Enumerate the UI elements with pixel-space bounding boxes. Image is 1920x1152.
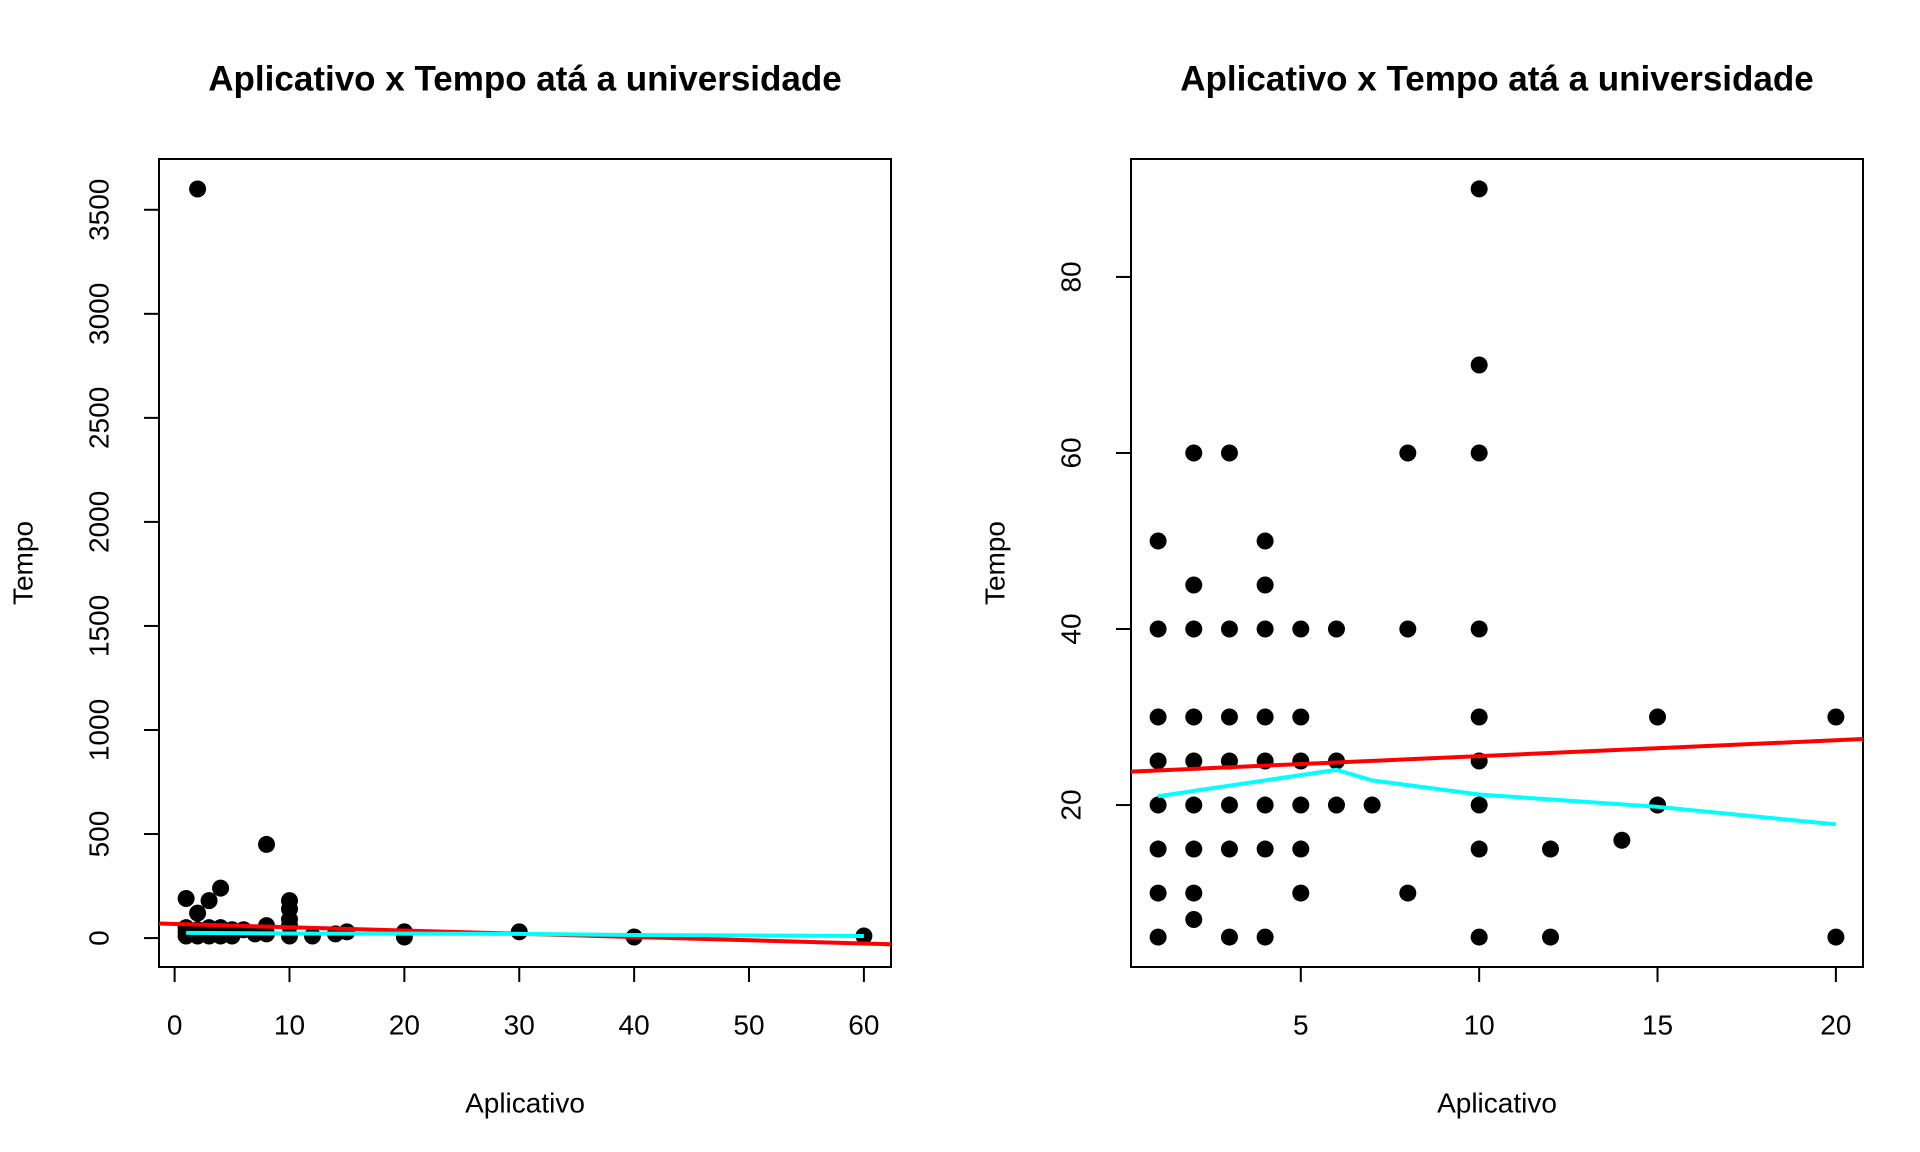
point bbox=[1220, 620, 1238, 638]
plot-box bbox=[1130, 158, 1864, 968]
y-tick-label: 1000 bbox=[83, 699, 114, 761]
point bbox=[258, 835, 276, 853]
point bbox=[1149, 532, 1167, 550]
point bbox=[1149, 708, 1167, 726]
point bbox=[1399, 884, 1417, 902]
x-tick-label: 0 bbox=[167, 1009, 183, 1040]
point bbox=[1470, 180, 1488, 198]
chart-title: Aplicativo x Tempo atá a universidade bbox=[208, 59, 841, 98]
y-tick-label: 80 bbox=[1055, 261, 1086, 292]
fit-line bbox=[1130, 737, 1864, 774]
point bbox=[1649, 708, 1667, 726]
y-tick-label: 2000 bbox=[83, 491, 114, 553]
point bbox=[1256, 840, 1274, 858]
y-tick-label: 3500 bbox=[83, 179, 114, 241]
point bbox=[1292, 620, 1310, 638]
point bbox=[1292, 796, 1310, 814]
y-tick-label: 60 bbox=[1055, 437, 1086, 468]
point bbox=[1220, 928, 1238, 946]
point bbox=[281, 927, 299, 945]
point bbox=[1149, 840, 1167, 858]
point bbox=[1256, 796, 1274, 814]
point bbox=[1256, 928, 1274, 946]
point bbox=[1292, 840, 1310, 858]
point bbox=[1470, 620, 1488, 638]
point bbox=[177, 890, 195, 908]
point bbox=[1185, 796, 1203, 814]
point bbox=[1827, 928, 1845, 946]
point bbox=[189, 904, 207, 922]
point bbox=[189, 180, 207, 198]
point bbox=[1470, 840, 1488, 858]
x-tick-label: 50 bbox=[733, 1009, 764, 1040]
point bbox=[1399, 620, 1417, 638]
point bbox=[1292, 708, 1310, 726]
point bbox=[1185, 884, 1203, 902]
point bbox=[1220, 444, 1238, 462]
point bbox=[1470, 356, 1488, 374]
y-tick-label: 40 bbox=[1055, 613, 1086, 644]
point bbox=[1185, 840, 1203, 858]
point bbox=[1220, 796, 1238, 814]
point bbox=[1149, 884, 1167, 902]
point bbox=[303, 927, 321, 945]
point bbox=[1613, 831, 1631, 849]
point bbox=[1185, 708, 1203, 726]
x-tick-label: 10 bbox=[274, 1009, 305, 1040]
fit-line bbox=[1157, 767, 1837, 827]
fit-line bbox=[186, 930, 864, 938]
point bbox=[1256, 620, 1274, 638]
x-tick-label: 60 bbox=[848, 1009, 879, 1040]
point bbox=[1256, 532, 1274, 550]
point bbox=[1220, 840, 1238, 858]
point bbox=[1185, 752, 1203, 770]
x-tick-label: 30 bbox=[504, 1009, 535, 1040]
y-tick-label: 500 bbox=[83, 811, 114, 858]
y-axis-label: Tempo bbox=[979, 521, 1010, 605]
point bbox=[1149, 796, 1167, 814]
point bbox=[1470, 444, 1488, 462]
y-tick-label: 2500 bbox=[83, 387, 114, 449]
x-axis-label: Aplicativo bbox=[465, 1087, 585, 1118]
y-axis-label: Tempo bbox=[7, 521, 38, 605]
point bbox=[1399, 444, 1417, 462]
point bbox=[1470, 708, 1488, 726]
point bbox=[1470, 796, 1488, 814]
point bbox=[1470, 928, 1488, 946]
point bbox=[1256, 708, 1274, 726]
y-tick-label: 3000 bbox=[83, 283, 114, 345]
point bbox=[1363, 796, 1381, 814]
point bbox=[1185, 620, 1203, 638]
y-tick-label: 0 bbox=[83, 930, 114, 946]
point bbox=[1256, 576, 1274, 594]
point bbox=[1292, 884, 1310, 902]
x-axis-label: Aplicativo bbox=[1437, 1087, 1557, 1118]
point bbox=[212, 879, 230, 897]
point bbox=[1542, 840, 1560, 858]
x-tick-label: 10 bbox=[1464, 1009, 1495, 1040]
y-tick-label: 1500 bbox=[83, 595, 114, 657]
x-tick-label: 15 bbox=[1642, 1009, 1673, 1040]
point bbox=[1292, 752, 1310, 770]
point bbox=[1185, 576, 1203, 594]
point bbox=[1827, 708, 1845, 726]
point bbox=[1149, 752, 1167, 770]
chart-title: Aplicativo x Tempo atá a universidade bbox=[1180, 59, 1813, 98]
point bbox=[1542, 928, 1560, 946]
y-tick-label: 20 bbox=[1055, 789, 1086, 820]
point bbox=[200, 892, 218, 910]
point bbox=[1327, 620, 1345, 638]
point bbox=[1327, 796, 1345, 814]
x-tick-label: 5 bbox=[1293, 1009, 1309, 1040]
point bbox=[1220, 708, 1238, 726]
point bbox=[1149, 620, 1167, 638]
point bbox=[1149, 928, 1167, 946]
x-tick-label: 40 bbox=[619, 1009, 650, 1040]
x-tick-label: 20 bbox=[1820, 1009, 1851, 1040]
point bbox=[1185, 444, 1203, 462]
x-tick-label: 20 bbox=[389, 1009, 420, 1040]
point bbox=[1185, 910, 1203, 928]
